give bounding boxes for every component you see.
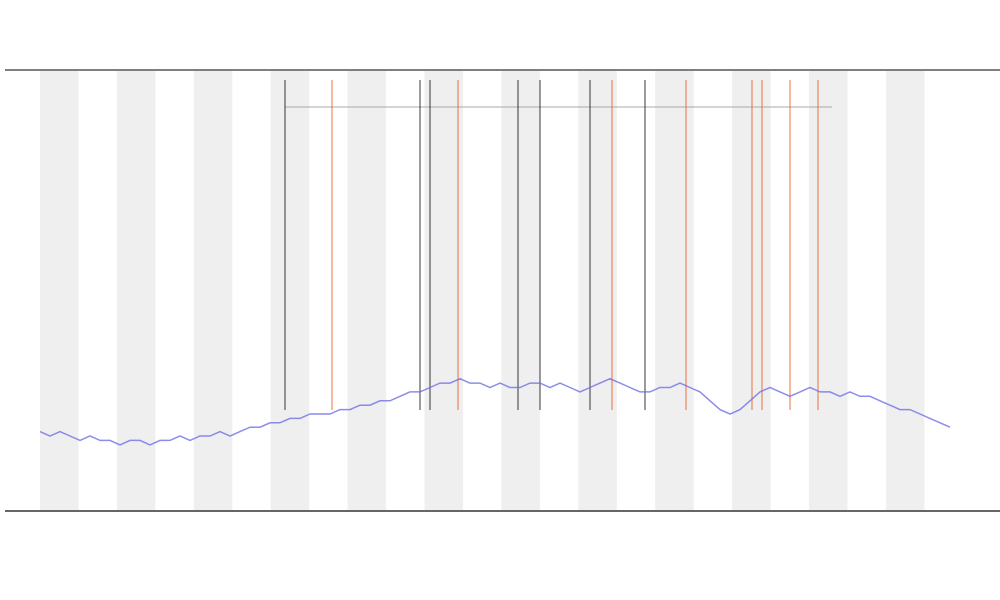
- background-band: [501, 71, 540, 510]
- background-band: [655, 71, 694, 510]
- background-band: [809, 71, 848, 510]
- background-band: [578, 71, 617, 510]
- background-band: [270, 71, 310, 510]
- line-layer: [39, 377, 951, 446]
- background-band: [116, 71, 156, 510]
- signal-line: [39, 377, 951, 446]
- background-band: [424, 71, 463, 510]
- background-band: [885, 71, 925, 510]
- background-band: [40, 71, 79, 510]
- background-band: [732, 71, 771, 510]
- event-layer: [284, 80, 819, 410]
- background-band: [347, 71, 387, 510]
- band-layer: [40, 71, 925, 510]
- background-band: [193, 71, 233, 510]
